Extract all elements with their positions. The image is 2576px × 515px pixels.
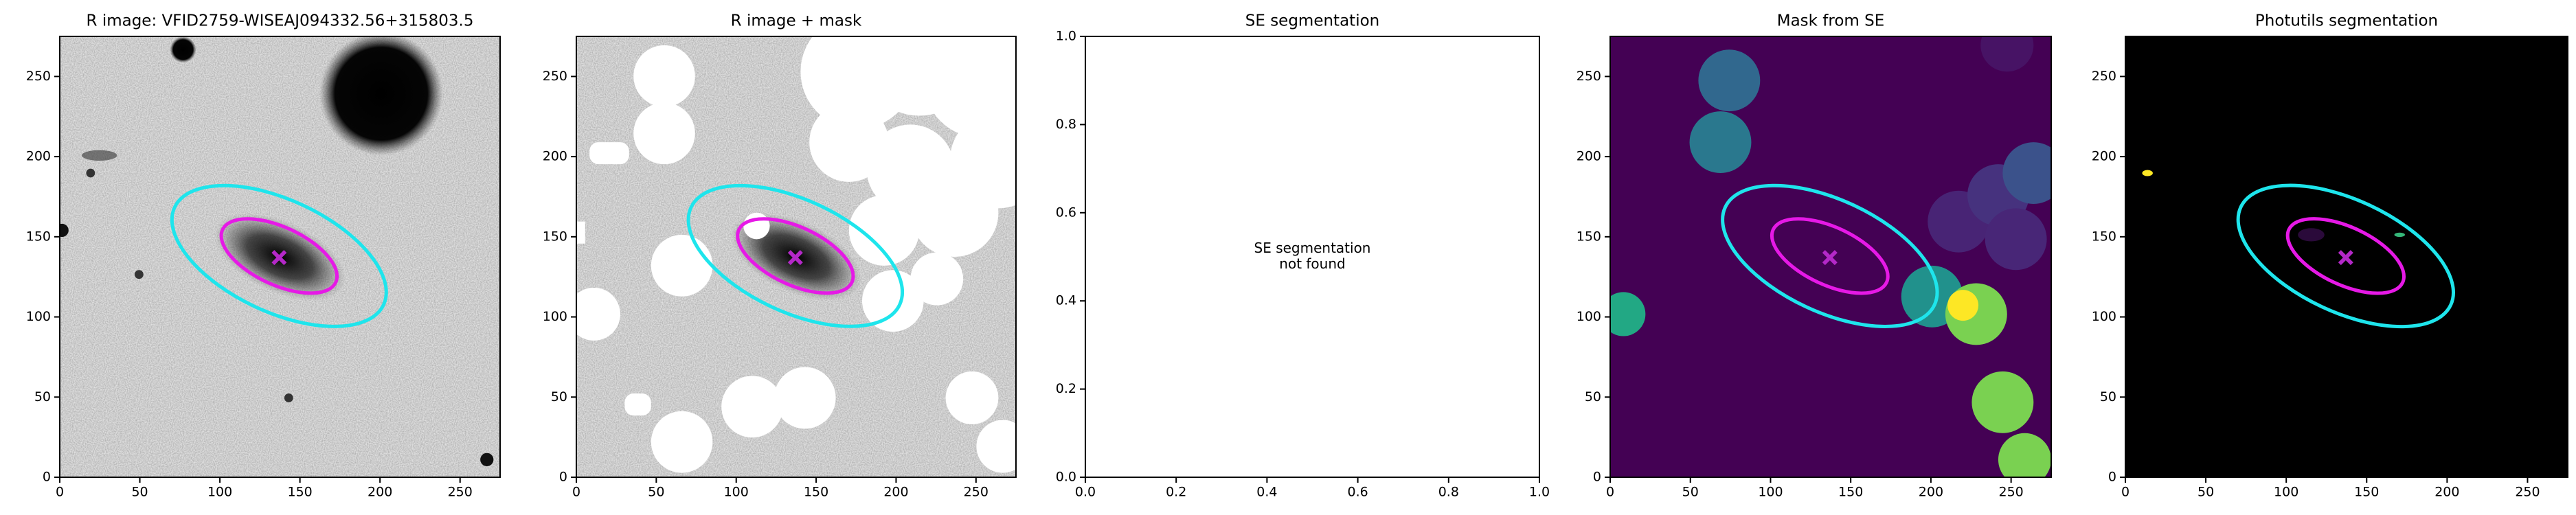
x-tick-label: 150 [2354,485,2379,500]
y-tick-label: 200 [1577,149,1601,164]
ellipse [219,217,339,295]
y-tick-label: 0.4 [1056,293,1076,308]
y-tick-label: 1.0 [1056,29,1076,44]
x-tick-label: 100 [2274,485,2298,500]
y-tick-label: 100 [543,309,567,324]
y-tick-label: 0.0 [1056,470,1076,485]
x-tick-label: 100 [724,485,749,500]
y-tick-label: 0.8 [1056,117,1076,132]
axes-frame [2125,36,2568,478]
x-tick-label: 0.4 [1256,485,1277,500]
plot-area [576,36,1016,477]
ellipse [1721,183,1939,328]
y-tick-label: 150 [543,229,567,244]
y-tick-label: 250 [1577,69,1601,84]
y-tick-label: 0.2 [1056,381,1076,396]
y-tick-label: 0 [2108,470,2116,485]
x-tick-label: 0.0 [1075,485,1096,500]
x-tick-label: 0.2 [1166,485,1186,500]
y-tick-label: 100 [26,309,51,324]
panel-title: R image + mask [731,12,862,30]
x-tick-label: 50 [131,485,148,500]
axes-frame [59,36,501,478]
x-tick-label: 250 [964,485,988,500]
axes-frame [1085,36,1540,478]
ellipse [170,183,388,328]
x-tick-label: 50 [648,485,664,500]
panel-title: R image: VFID2759-WISEAJ094332.56+315803… [87,12,474,30]
x-tick-label: 200 [1919,485,1943,500]
ellipse [736,217,855,295]
plot-area [60,36,500,477]
y-tick-label: 200 [26,149,51,164]
y-tick-label: 0 [559,470,567,485]
x-tick-label: 150 [804,485,828,500]
ellipse [686,183,905,328]
y-tick-label: 250 [543,69,567,84]
y-tick-label: 150 [1577,229,1601,244]
center-marker [1822,250,1838,266]
y-tick-label: 100 [1577,309,1601,324]
annotation: SE segmentation [1254,240,1371,256]
ellipse [2236,183,2455,329]
x-tick-label: 0 [2121,485,2129,500]
y-tick-label: 50 [2100,389,2116,404]
x-tick-label: 250 [448,485,473,500]
center-marker [2338,250,2353,266]
axes-frame [576,36,1017,478]
plot-area [2125,36,2568,477]
y-tick-label: 50 [551,389,567,404]
annotation: not found [1279,255,1345,272]
x-tick-label: 0.6 [1347,485,1368,500]
center-marker [787,250,803,266]
y-tick-label: 0 [1593,470,1601,485]
y-tick-label: 200 [2092,149,2116,164]
y-tick-label: 150 [2092,229,2116,244]
x-tick-label: 150 [1838,485,1863,500]
y-tick-label: 150 [26,229,51,244]
y-tick-label: 0.6 [1056,205,1076,220]
plot-area [1610,36,2051,477]
x-tick-label: 250 [1999,485,2024,500]
panel-title: SE segmentation [1245,12,1379,30]
x-tick-label: 1.0 [1529,485,1550,500]
x-tick-label: 50 [2197,485,2214,500]
plot-background [1085,36,1539,477]
plot-area [1085,36,1539,477]
x-tick-label: 0 [56,485,64,500]
y-tick-label: 50 [1585,389,1601,404]
center-marker [271,250,287,266]
x-tick-label: 200 [2434,485,2459,500]
image [60,36,500,477]
y-tick-label: 100 [2092,309,2116,324]
panel-title: Mask from SE [1777,12,1885,30]
x-tick-label: 200 [883,485,908,500]
y-tick-label: 200 [543,149,567,164]
x-tick-label: 0.8 [1438,485,1459,500]
x-tick-label: 200 [368,485,392,500]
ellipse [1770,217,1890,295]
y-tick-label: 50 [34,389,51,404]
axes-frame [1609,36,2052,478]
y-tick-label: 250 [26,69,51,84]
panel-title: Photutils segmentation [2255,12,2438,30]
image [576,36,1016,477]
y-tick-label: 0 [43,470,51,485]
x-tick-label: 0 [1606,485,1614,500]
x-tick-label: 50 [1682,485,1699,500]
x-tick-label: 100 [1758,485,1783,500]
x-tick-label: 100 [207,485,232,500]
x-tick-label: 250 [2515,485,2540,500]
ellipse [2285,217,2406,295]
x-tick-label: 150 [288,485,313,500]
y-tick-label: 250 [2092,69,2116,84]
x-tick-label: 0 [572,485,580,500]
